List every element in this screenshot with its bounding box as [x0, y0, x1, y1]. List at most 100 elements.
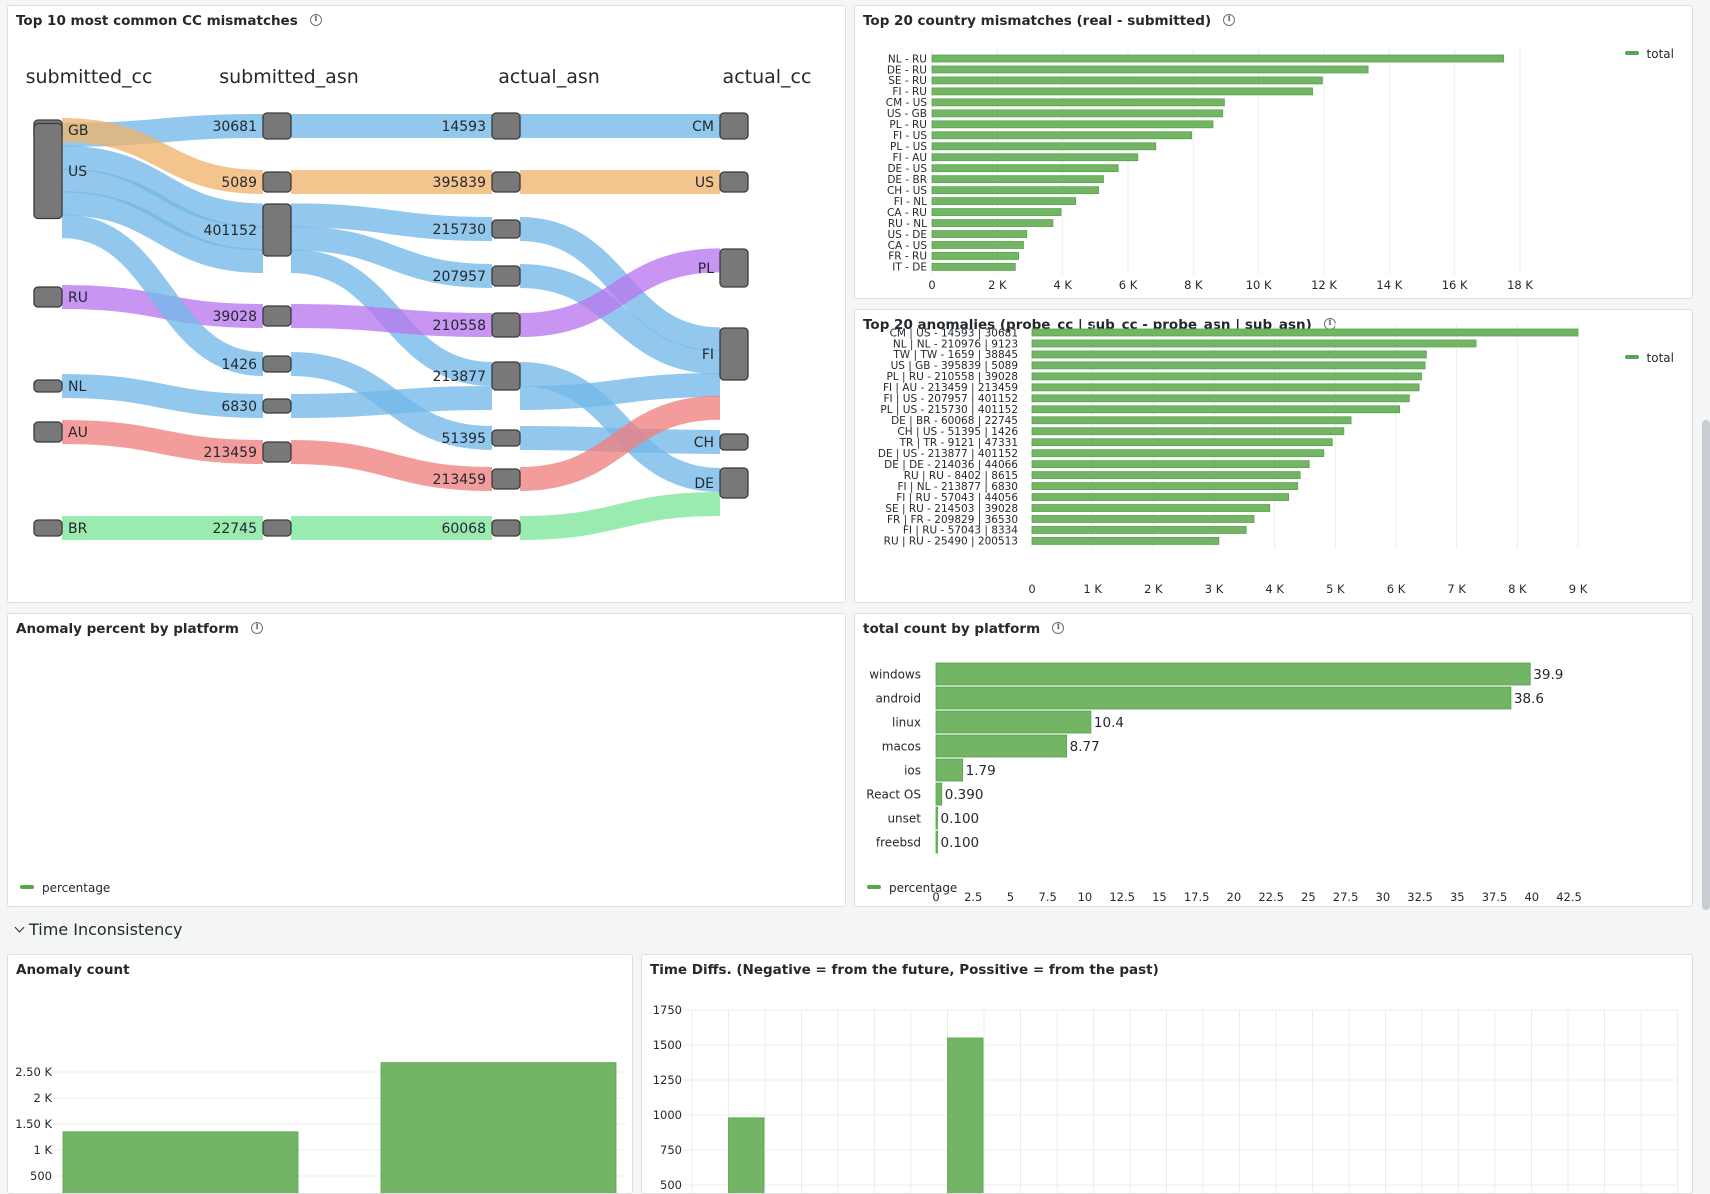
bar [931, 109, 1224, 118]
sankey-node [491, 219, 521, 239]
column-header: actual_asn [498, 66, 600, 88]
node-label: NL [68, 379, 86, 395]
bar [1031, 460, 1310, 469]
category-label: FI - RU [892, 86, 927, 98]
bar [62, 1131, 299, 1193]
bar [1031, 383, 1420, 392]
anomaly-count-title: Anomaly count [16, 962, 130, 978]
node-label: 22745 [212, 521, 257, 537]
category-label: FI - US [893, 130, 927, 142]
x-tick-label: 32.5 [1407, 890, 1433, 904]
bar [1031, 427, 1345, 436]
bar [380, 1062, 617, 1193]
y-tick-label: 1250 [653, 1073, 682, 1087]
sankey-node [491, 312, 521, 338]
legend-swatch [1624, 355, 1639, 359]
anomaly-percent-legend[interactable]: percentage [20, 881, 110, 895]
bar [1031, 482, 1299, 490]
y-tick-label: 2 K [33, 1091, 52, 1105]
value-label: 38.6 [1514, 691, 1544, 707]
node-label: 6830 [221, 399, 257, 415]
category-label: DE | US - 213877 | 401152 [878, 448, 1018, 460]
sankey-node [491, 171, 521, 193]
x-tick-label: 17.5 [1184, 890, 1210, 904]
x-tick-label: 10 K [1246, 278, 1272, 292]
category-label: IT - DE [892, 262, 927, 274]
anomalies-legend[interactable]: total [1624, 351, 1674, 365]
node-label: 30681 [212, 119, 257, 135]
column-header: submitted_asn [219, 66, 359, 88]
flow-link [519, 492, 721, 540]
category-label: CH - US [887, 185, 927, 197]
chevron-down-icon[interactable] [14, 922, 25, 933]
time-diffs-title: Time Diffs. (Negative = from the future,… [650, 962, 1159, 978]
bar [931, 65, 1369, 74]
sankey-title-text: Top 10 most common CC mismatches [16, 13, 298, 29]
category-label: RU - NL [888, 218, 927, 230]
node-label: PL [698, 261, 714, 277]
category-label: SE - RU [888, 75, 927, 87]
x-tick-label: 42.5 [1556, 890, 1582, 904]
node-label: GB [68, 123, 88, 139]
bar [935, 830, 938, 854]
total-count-title-text: total count by platform [863, 621, 1041, 637]
node-label: 39028 [212, 309, 257, 325]
flow-link [290, 203, 493, 241]
legend-swatch [20, 885, 34, 889]
category-label: FR | FR - 209829 | 36530 [887, 514, 1018, 526]
node-label: CH [694, 435, 714, 451]
bar [931, 76, 1323, 85]
sankey-node [719, 467, 749, 499]
x-tick-label: 40 [1524, 890, 1539, 904]
total-count-title: total count by platform [863, 621, 1065, 637]
y-tick-label: 500 [30, 1169, 52, 1183]
bar [931, 164, 1119, 173]
flow-link [519, 264, 721, 375]
node-label: RU [68, 290, 88, 306]
total-count-legend[interactable]: percentage [867, 881, 957, 895]
sankey-node [262, 398, 292, 414]
value-label: 1.79 [966, 763, 996, 779]
category-label: DE | DE - 214036 | 44066 [884, 459, 1018, 471]
category-label: android [875, 691, 921, 705]
info-icon[interactable] [1052, 622, 1065, 634]
info-icon[interactable] [309, 14, 322, 26]
bar [931, 197, 1077, 206]
column-header: actual_cc [723, 66, 812, 88]
page-scrollbar[interactable] [1702, 420, 1710, 910]
category-label: CH | US - 51395 | 1426 [897, 426, 1018, 438]
sankey-node [262, 355, 292, 373]
y-tick-label: 500 [660, 1178, 682, 1192]
category-label: FR - RU [888, 251, 927, 263]
flow-link [290, 226, 493, 288]
row-header-time-inconsistency[interactable]: Time Inconsistency [0, 912, 1700, 950]
node-label: 5089 [221, 175, 257, 191]
flow-link [519, 362, 721, 492]
x-tick-label: 18 K [1507, 278, 1533, 292]
info-icon[interactable] [250, 622, 263, 634]
total-count-panel: total count by platform 0 2.5 5 7.5 10 12.5 15… [854, 613, 1693, 907]
legend-swatch [1624, 51, 1639, 55]
sankey-node [491, 468, 521, 490]
info-icon[interactable] [1223, 14, 1236, 26]
x-tick-label: 8 K [1184, 278, 1203, 292]
sankey-node [719, 112, 749, 140]
bar [1031, 471, 1301, 480]
sankey-chart: submitted_cc submitted_asn actual_asn actua… [26, 66, 812, 541]
sankey-node [491, 265, 521, 287]
sankey-node [491, 429, 521, 447]
category-label: NL - RU [888, 53, 927, 65]
sankey-node [719, 327, 749, 381]
country-legend[interactable]: total [1624, 47, 1674, 61]
node-label: 60068 [441, 521, 486, 537]
category-label: FI - AU [893, 152, 927, 164]
category-label: SE | RU - 214503 | 39028 [885, 503, 1018, 515]
bar [1031, 361, 1426, 370]
category-label: FI - NL [894, 196, 927, 208]
bar [935, 734, 1068, 758]
bar [1031, 328, 1579, 337]
anomaly-percent-title-text: Anomaly percent by platform [16, 621, 239, 637]
bar [1031, 537, 1220, 545]
node-label: FI [702, 347, 714, 363]
x-tick-label: 2.5 [964, 890, 982, 904]
